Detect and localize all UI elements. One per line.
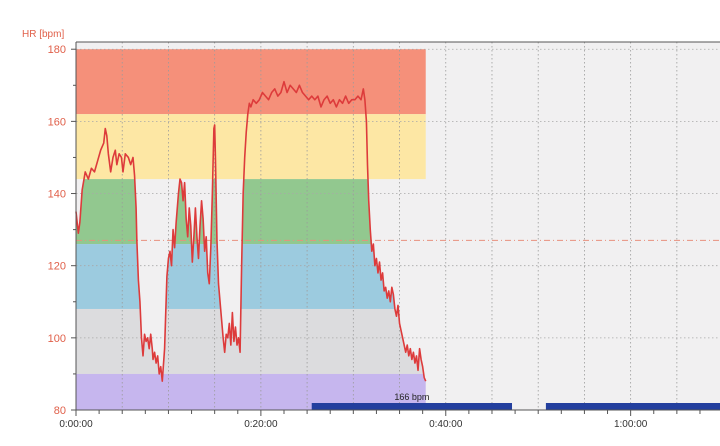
zone-band-zone-3 (76, 179, 426, 245)
interval-bars: 166 bpm (311, 392, 720, 410)
y-tick-label: 160 (48, 116, 66, 128)
zone-band-zone-2 (76, 244, 426, 309)
grid (76, 42, 720, 410)
interval-bar (311, 403, 513, 410)
axes: 80 100 120 140 160 180 0:00:00 0:20:00 0:40:00 1:… (48, 41, 720, 430)
x-tick-label: 1:00:00 (614, 419, 648, 430)
hr-series-line (75, 80, 427, 382)
y-tick-label: 100 (48, 333, 66, 345)
zone-band-upper-zone-5 (76, 49, 426, 115)
zone-band-zone-1 (76, 308, 426, 374)
y-axis-label: HR [bpm] (22, 29, 64, 40)
y-tick-label: 180 (48, 44, 66, 56)
y-tick-label: 120 (48, 261, 66, 273)
series-layer (75, 80, 427, 382)
x-tick-label: 0:00:00 (59, 419, 93, 430)
interval-label: 166 bpm (394, 392, 429, 402)
plot-area (76, 42, 720, 410)
x-tick-label: 0:20:00 (244, 419, 278, 430)
interval-bar (545, 403, 720, 410)
y-tick-label: 140 (48, 189, 66, 201)
y-tick-label: 80 (54, 405, 66, 417)
x-tick-label: 0:40:00 (429, 419, 463, 430)
